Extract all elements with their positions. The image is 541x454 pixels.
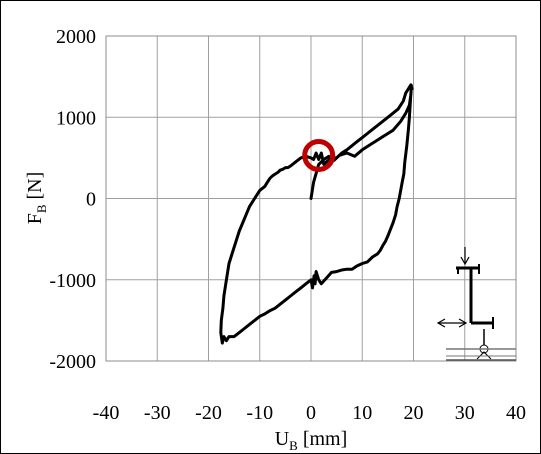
y-axis-title-main: F: [24, 213, 46, 224]
plot-frame: [105, 35, 517, 362]
hysteresis-series-line: [219, 83, 414, 345]
series-layer: [219, 83, 414, 345]
y-tick-label: -2000: [49, 351, 96, 373]
grid-lines: [106, 36, 516, 361]
x-axis-title: UB [mm]: [275, 428, 348, 453]
x-axis-title-main: U: [275, 428, 290, 450]
highlight-layer: [302, 138, 336, 172]
x-tick-label: 10: [352, 402, 372, 424]
x-tick-labels: -40 -30 -20 -10 0 10 20 30 40: [93, 402, 526, 424]
y-tick-label: -1000: [49, 270, 96, 292]
y-axis-title: FB [N]: [24, 172, 49, 225]
y-tick-label: 2000: [56, 26, 96, 48]
y-tick-label: 1000: [56, 107, 96, 129]
x-tick-label: 20: [404, 402, 424, 424]
x-tick-label: 30: [455, 402, 475, 424]
structural-support-schematic-icon: [436, 247, 516, 361]
x-tick-label: -40: [93, 402, 120, 424]
highlight-marker: [302, 138, 336, 172]
x-tick-label: -10: [246, 402, 273, 424]
y-tick-label: 0: [86, 189, 96, 211]
x-tick-label: -20: [195, 402, 222, 424]
x-tick-label: 40: [506, 402, 526, 424]
x-axis-title-sub: B: [289, 438, 298, 453]
x-tick-label: 0: [306, 402, 316, 424]
y-tick-labels: -2000 -1000 0 1000 2000: [49, 26, 96, 373]
y-axis-title-sub: B: [34, 204, 49, 213]
y-axis-title-unit: [N]: [24, 172, 46, 205]
x-axis-title-unit: [mm]: [298, 428, 347, 450]
x-tick-label: -30: [144, 402, 171, 424]
